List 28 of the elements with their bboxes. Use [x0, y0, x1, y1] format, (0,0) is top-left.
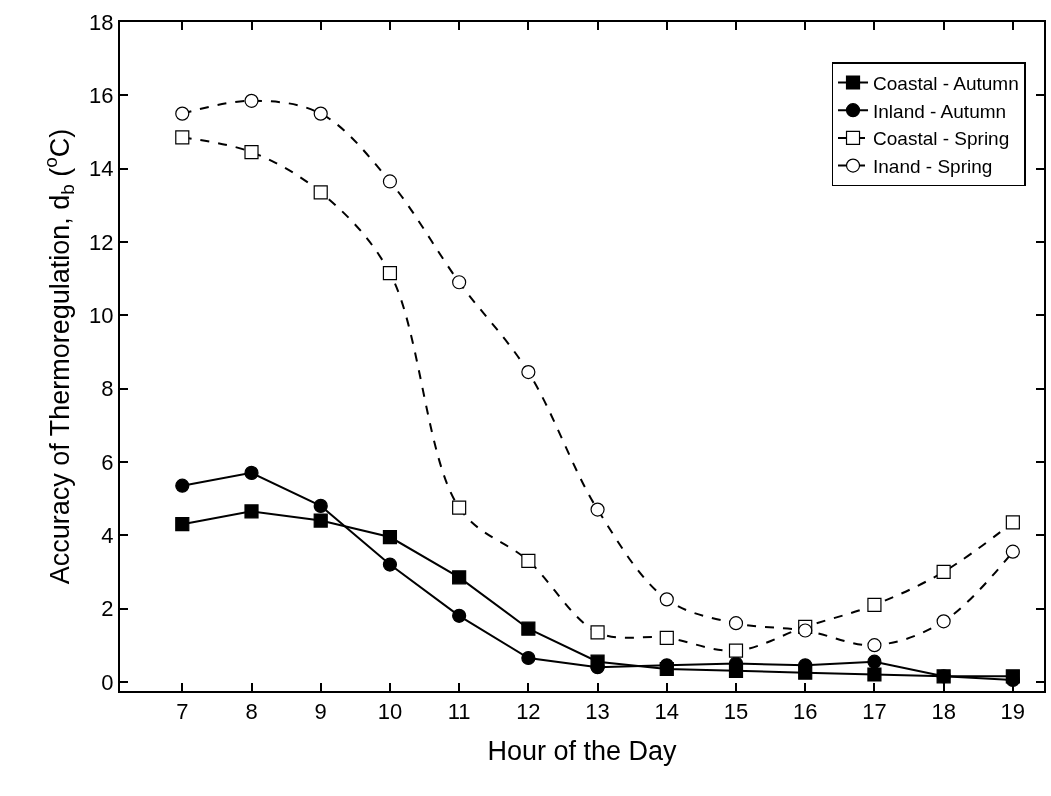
x-tick-label: 13 [585, 699, 610, 725]
x-tick-label: 14 [654, 699, 680, 725]
legend-label: Coastal - Spring [873, 128, 1010, 150]
y-tick-label: 8 [101, 376, 114, 402]
x-tick-label: 10 [377, 699, 403, 725]
x-tick-label: 9 [314, 699, 327, 725]
legend-label: Inland - Autumn [873, 100, 1007, 122]
x-tick-label: 16 [792, 699, 818, 725]
legend-label: Coastal - Autumn [873, 72, 1019, 94]
x-tick-label: 7 [176, 699, 189, 725]
y-tick-label: 4 [101, 522, 114, 548]
legend-label: Inand - Spring [873, 156, 993, 177]
x-tick-label: 19 [1000, 699, 1026, 725]
y-tick-label: 6 [101, 449, 114, 475]
y-tick-label: 10 [89, 302, 114, 328]
y-tick-label: 12 [89, 229, 114, 255]
y-tick-label: 16 [89, 83, 114, 109]
x-tick-label: 17 [862, 699, 887, 725]
y-tick-label: 14 [89, 156, 114, 182]
y-tick-label: 2 [101, 596, 114, 622]
x-tick-label: 11 [447, 699, 471, 725]
y-tick-label: 0 [101, 669, 114, 695]
x-tick-label: 15 [723, 699, 749, 725]
x-tick-label: 18 [931, 699, 956, 725]
x-axis-title: Hour of the Day [487, 736, 678, 767]
x-tick-label: 12 [516, 699, 541, 725]
y-tick-label: 18 [89, 9, 114, 35]
x-tick-label: 8 [245, 699, 258, 725]
